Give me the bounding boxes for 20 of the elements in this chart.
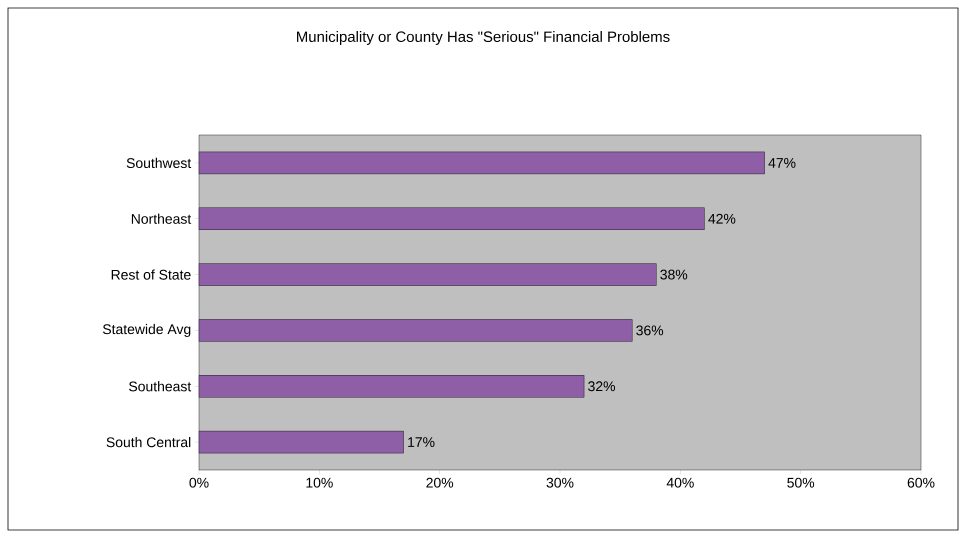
x-tick-label: 40% <box>666 478 694 488</box>
x-tick-label: 20% <box>426 478 454 488</box>
y-tick-label: Rest of State <box>112 269 191 280</box>
x-tick-label: 30% <box>546 478 574 488</box>
data-label: 42% <box>708 214 736 224</box>
x-tick-label: 60% <box>908 478 934 488</box>
x-tick-label: 50% <box>787 478 814 488</box>
y-tick-label: Southwest <box>126 158 192 168</box>
data-label: 38% <box>660 270 688 280</box>
y-tick-label: Northeast <box>132 214 192 224</box>
data-label: 47% <box>768 158 796 168</box>
data-label: 17% <box>408 437 435 447</box>
x-tick-label: 10% <box>306 478 333 488</box>
y-tick-label: Statewide Avg <box>102 324 190 337</box>
y-tick-label: Southeast <box>129 381 192 392</box>
data-label: 36% <box>636 325 664 336</box>
chart-title: Municipality or County Has "Serious" Financial Problems <box>297 31 670 45</box>
data-label: 32% <box>588 381 616 392</box>
y-tick-label: South Central <box>106 436 190 448</box>
x-tick-label: 0% <box>189 478 209 488</box>
